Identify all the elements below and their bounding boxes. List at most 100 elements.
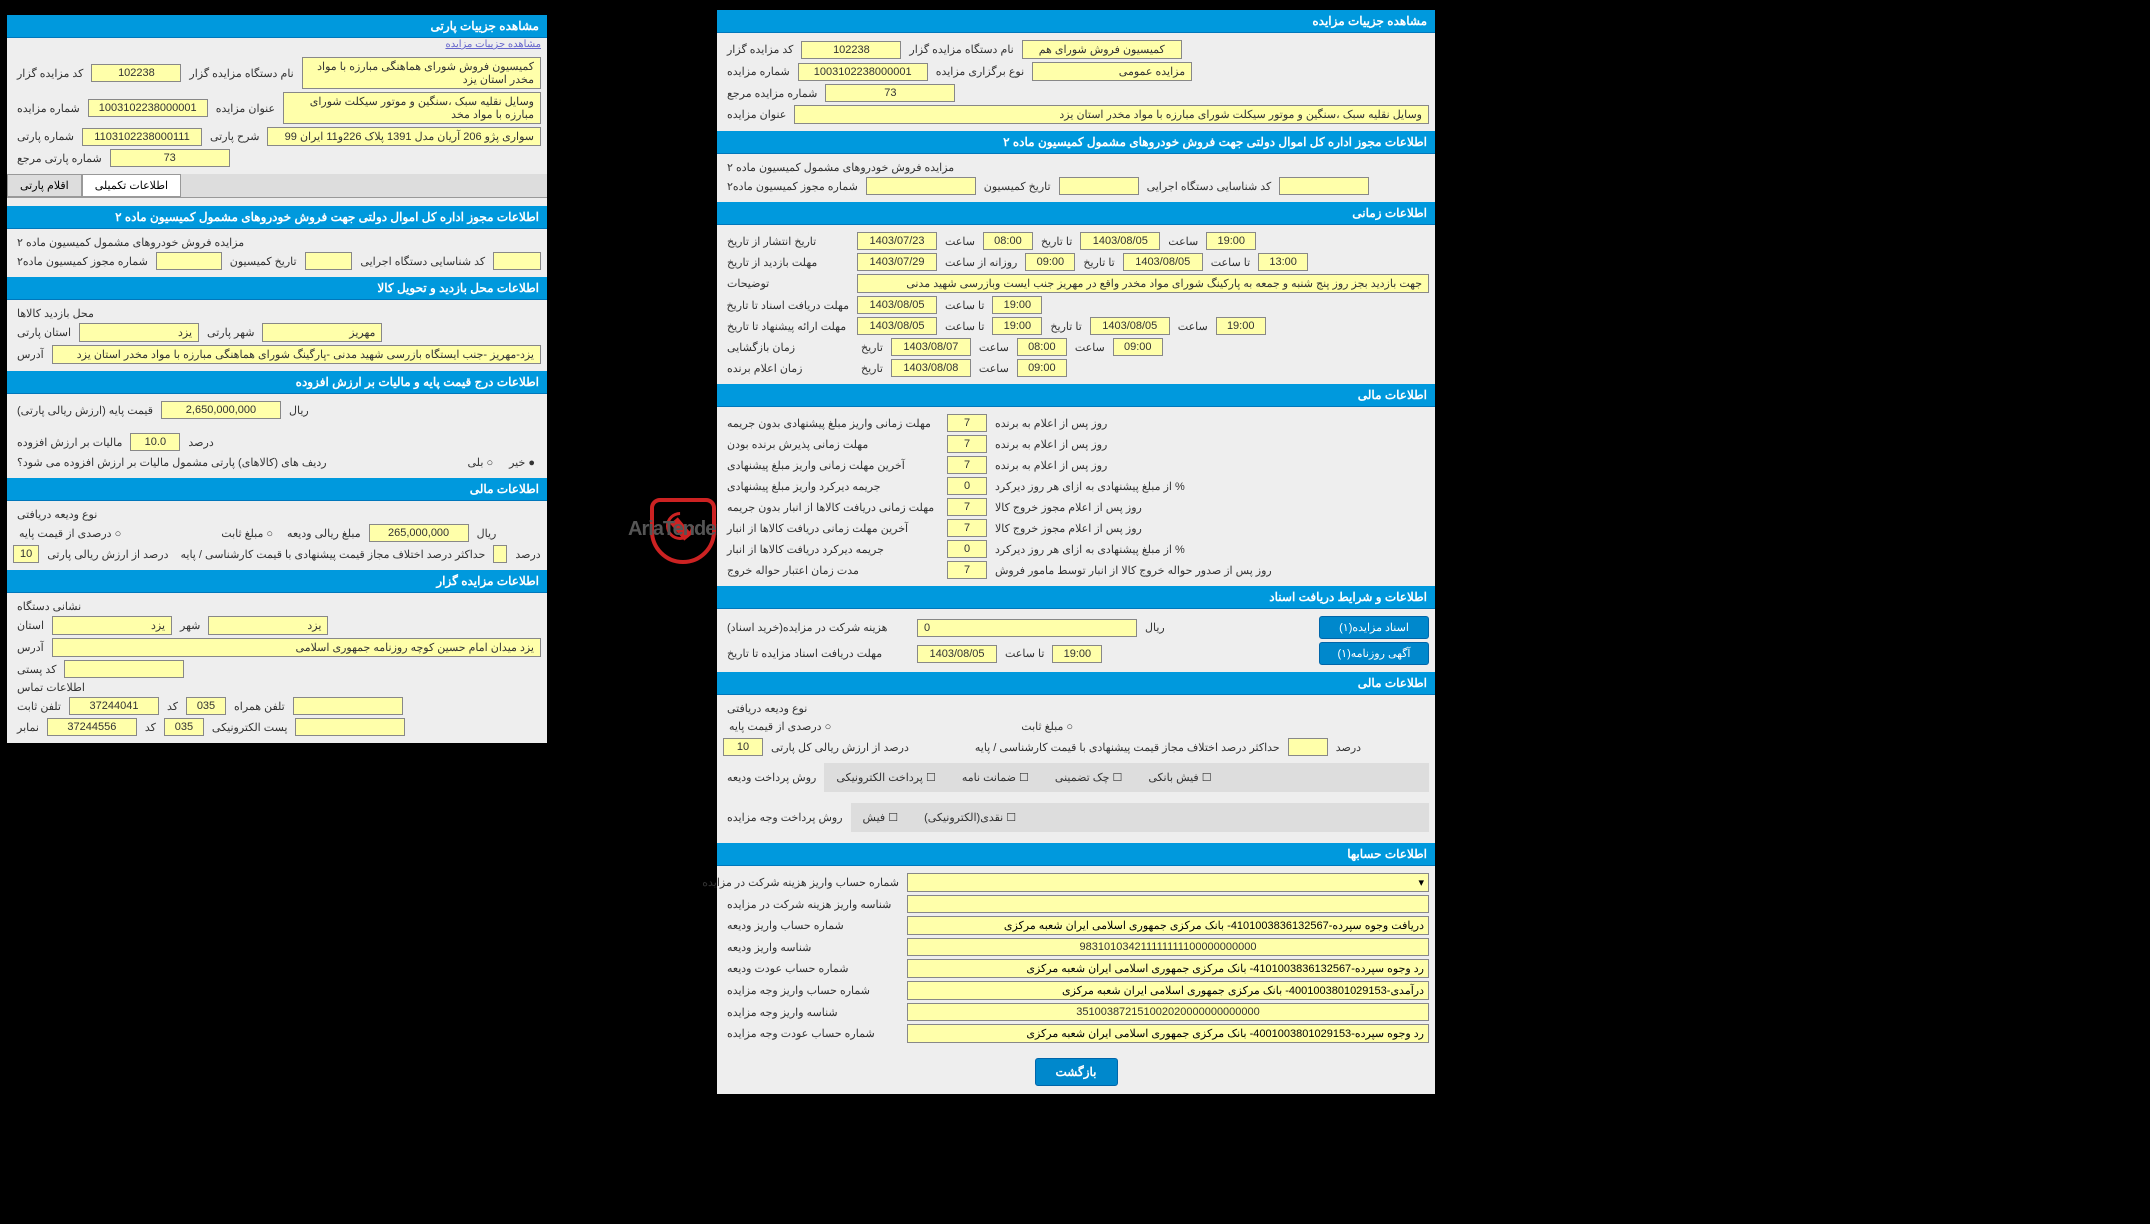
- lbl-acc3: شماره حساب واریز ودیعه: [723, 919, 903, 932]
- val-email: [295, 718, 405, 736]
- lbl-atitle-l: عنوان مزایده: [212, 102, 279, 115]
- header-timing: اطلاعات زمانی: [717, 202, 1435, 225]
- radio-yes[interactable]: ○ بلی: [462, 454, 500, 471]
- chk-guarantee[interactable]: ☐ ضمانت نامه: [956, 769, 1035, 786]
- logo-area: AriaTender.neT: [556, 498, 716, 572]
- tab-party-items[interactable]: اقلام پارتی: [7, 174, 82, 197]
- val-diff-r: [1288, 738, 1328, 756]
- lbl-acc8: شماره حساب عودت وجه مزایده: [723, 1027, 903, 1040]
- lbl-deposit-type-r: نوع ودیعه دریافتی: [723, 702, 811, 715]
- value-auction-no: 1003102238000001: [798, 63, 928, 81]
- val-dep-pct: 10: [13, 545, 39, 563]
- label-lic-no-r: شماره مجوز کمیسیون ماده۲: [723, 180, 862, 193]
- unit-f7: % از مبلغ پیشنهادی به ازای هر روز دیرکرد: [991, 543, 1189, 556]
- val-exec-l: [493, 252, 541, 270]
- lbl-win-h: ساعت: [975, 362, 1013, 375]
- header-docs: اطلاعات و شرایط دریافت اسناد: [717, 586, 1435, 609]
- lbl-name-l: نام دستگاه مزایده گزار: [185, 67, 297, 80]
- lbl-acc6: شماره حساب واریز وجه مزایده: [723, 984, 903, 997]
- lbl-diff-u-l: درصد: [511, 548, 544, 561]
- radio-percent-r[interactable]: ○ درصدی از قیمت پایه: [723, 718, 837, 735]
- lbl-lic-l: شماره مجوز کمیسیون ماده۲: [13, 255, 152, 268]
- val-pref-l: 73: [110, 149, 230, 167]
- lbl-pdesc-l: شرح پارتی: [206, 130, 263, 143]
- val-prop-dl: 1403/08/05: [857, 317, 937, 335]
- val-acc7: 351003872151002020000000000000: [907, 1003, 1429, 1021]
- val-ano-l: 1003102238000001: [88, 99, 208, 117]
- lbl-licdate-l: تاریخ کمیسیون: [226, 255, 301, 268]
- value-auctioneer-code: 102238: [801, 41, 901, 59]
- lbl-email: پست الکترونیکی: [208, 721, 292, 734]
- lbl-acc1: شماره حساب واریز هزینه شرکت در مزایده: [723, 876, 903, 889]
- lbl-prop-to: تا تاریخ: [1046, 320, 1085, 333]
- lbl-f6: آخرین مهلت زمانی دریافت کالاها از انبار: [723, 522, 943, 535]
- tab-container: اقلام پارتی اطلاعات تکمیلی: [7, 174, 547, 198]
- radio-pct-l[interactable]: ○ درصدی از قیمت پایه: [13, 525, 127, 542]
- btn-auction-docs[interactable]: اسناد مزایده(۱): [1319, 616, 1429, 639]
- val-f8: 7: [947, 561, 987, 579]
- chk-cheque[interactable]: ☐ چک تضمینی: [1049, 769, 1128, 786]
- lbl-base-price: قیمت پایه (ارزش ریالی پارتی): [13, 404, 157, 417]
- val-acc4: 983101034211111111100000000000: [907, 938, 1429, 956]
- val-win-d: 1403/08/08: [891, 359, 971, 377]
- chk-epay[interactable]: ☐ پرداخت الکترونیکی: [830, 769, 941, 786]
- val-acc2: [907, 895, 1429, 913]
- lbl-f4: جریمه دیرکرد واریز مبلغ پیشنهادی: [723, 480, 943, 493]
- tab-additional-info[interactable]: اطلاعات تکمیلی: [82, 174, 181, 197]
- lbl-diff-u-r: درصد: [1332, 741, 1365, 754]
- lbl-f1: مهلت زمانی واریز مبلغ پیشنهادی بدون جریم…: [723, 417, 943, 430]
- label-auction-no: شماره مزایده: [723, 65, 794, 78]
- val-pub-h1: 08:00: [983, 232, 1033, 250]
- chk-cash[interactable]: ☐ نقدی(الکترونیکی): [918, 809, 1022, 826]
- chk-slip2[interactable]: ☐ فیش: [857, 809, 905, 826]
- sel-acc3[interactable]: دریافت وجوه سپرده-4101003836132567- بانک…: [907, 916, 1429, 935]
- val-doc-deadline: 1403/08/05: [917, 645, 997, 663]
- radio-fixed-r[interactable]: ○ مبلغ ثابت: [1015, 718, 1079, 735]
- lbl-pub-to: تا تاریخ: [1037, 235, 1076, 248]
- btn-return[interactable]: بازگشت: [1035, 1058, 1118, 1086]
- unit-f1: روز پس از اعلام به برنده: [991, 417, 1111, 430]
- lbl-pref-l: شماره پارتی مرجع: [13, 152, 106, 165]
- label-auctioneer-code: کد مزایده گزار: [723, 43, 797, 56]
- lbl-addr-p: آدرس: [13, 348, 48, 361]
- lbl-rial: ریال: [1141, 621, 1169, 634]
- lbl-acc4: شناسه واریز ودیعه: [723, 941, 903, 954]
- chk-slip[interactable]: ☐ فیش بانکی: [1142, 769, 1217, 786]
- val-f2: 7: [947, 435, 987, 453]
- val-phone: 37244041: [69, 697, 159, 715]
- lbl-visit-to: تا تاریخ: [1079, 256, 1118, 269]
- link-auction-details[interactable]: مشاهده جزییات مزایده: [439, 37, 547, 52]
- lbl-visit-from: مهلت بازدید از تاریخ: [723, 256, 853, 269]
- val-licdate-l: [305, 252, 353, 270]
- sel-acc8[interactable]: رد وجوه سپرده-4001003801029153- بانک مرک…: [907, 1024, 1429, 1043]
- lbl-pub-h2: ساعت: [1164, 235, 1202, 248]
- val-open-h: 08:00: [1017, 338, 1067, 356]
- lbl-exec-l: کد شناسایی دستگاه اجرایی: [356, 255, 489, 268]
- lbl-pay-deposit: روش پرداخت ودیعه: [723, 771, 820, 784]
- val-pub-from: 1403/07/23: [857, 232, 937, 250]
- lbl-f5: مهلت زمانی دریافت کالاها از انبار بدون ج…: [723, 501, 943, 514]
- header-commission-right: اطلاعات مجوز اداره کل اموال دولتی جهت فر…: [717, 131, 1435, 154]
- sel-acc6[interactable]: درآمدی-4001003801029153- بانک مرکزی جمهو…: [907, 981, 1429, 1000]
- label-auction-type: نوع برگزاری مزایده: [932, 65, 1028, 78]
- val-lic-l: [156, 252, 222, 270]
- label-auctioneer-name: نام دستگاه مزایده گزار: [905, 43, 1017, 56]
- lbl-doc-dl: مهلت دریافت اسناد تا تاریخ: [723, 299, 853, 312]
- radio-no[interactable]: ● خیر: [503, 454, 541, 471]
- checkbox-area-deposit: ☐ پرداخت الکترونیکی ☐ ضمانت نامه ☐ چک تض…: [824, 763, 1429, 792]
- val-prop-h: 19:00: [992, 317, 1042, 335]
- val-dep-amt: 265,000,000: [369, 524, 469, 542]
- lbl-prop-dl: مهلت ارائه پیشنهاد تا تاریخ: [723, 320, 853, 333]
- sel-acc1[interactable]: ▾: [907, 873, 1429, 892]
- lbl-deptype-l: نوع ودیعه دریافتی: [13, 508, 101, 521]
- val-f7: 0: [947, 540, 987, 558]
- btn-newspaper-ad[interactable]: آگهی روزنامه(۱): [1319, 642, 1429, 665]
- sel-acc5[interactable]: رد وجوه سپرده-4101003836132567- بانک مرک…: [907, 959, 1429, 978]
- lbl-win-d: تاریخ: [857, 362, 887, 375]
- lbl-province-o: استان: [13, 619, 48, 632]
- val-f5: 7: [947, 498, 987, 516]
- radio-fix-l[interactable]: ○ مبلغ ثابت: [215, 525, 279, 542]
- header-fin-right: اطلاعات مالی: [717, 384, 1435, 407]
- lbl-postal: کد پستی: [13, 663, 60, 676]
- lbl-acc5: شماره حساب عودت ودیعه: [723, 962, 903, 975]
